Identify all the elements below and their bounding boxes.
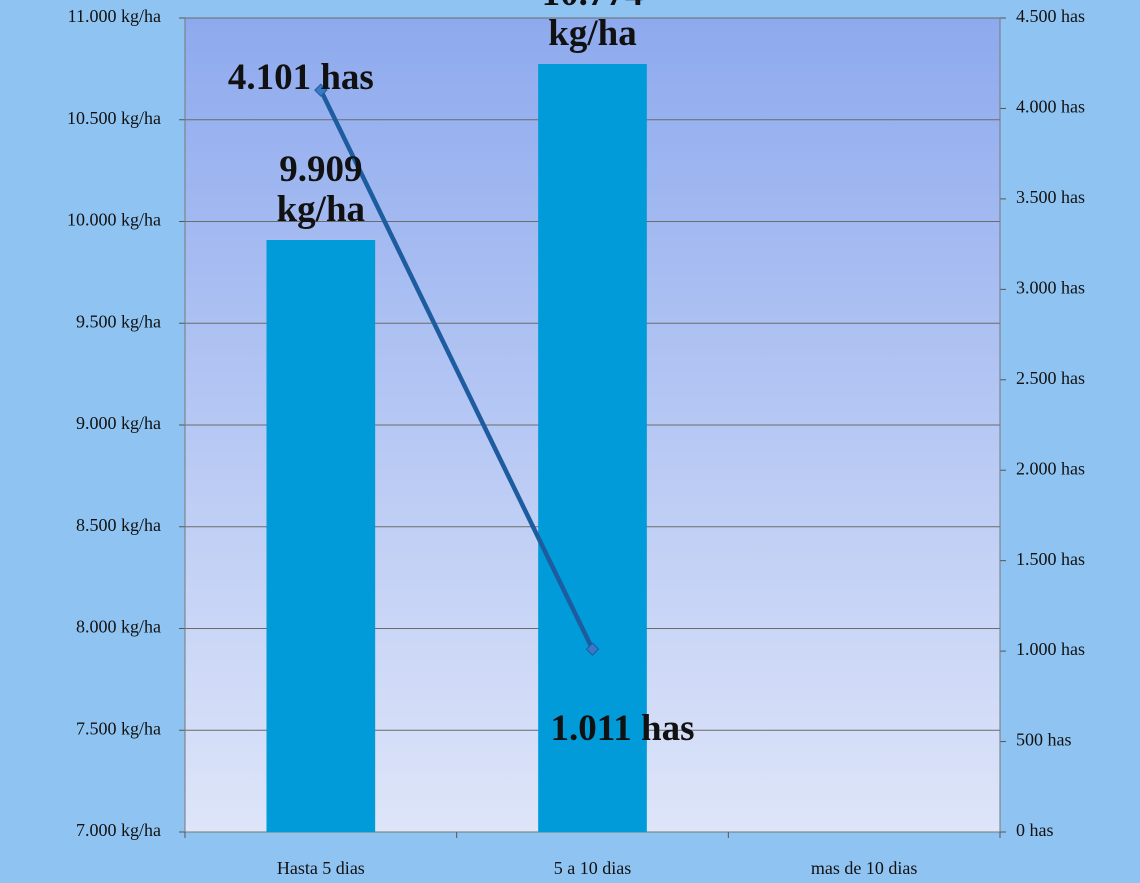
y2-tick-label: 1.500 has [1016, 549, 1085, 569]
y-tick-label: 7.500 kg/ha [76, 718, 161, 738]
y2-tick-label: 500 has [1016, 730, 1072, 750]
y2-tick-label: 2.000 has [1016, 458, 1085, 478]
x-tick-label: 5 a 10 dias [554, 858, 631, 878]
bar [266, 240, 376, 832]
y-tick-label: 10.000 kg/ha [67, 210, 161, 230]
y-tick-label: 11.000 kg/ha [68, 6, 161, 26]
y2-tick-label: 4.000 has [1016, 97, 1085, 117]
y2-tick-label: 1.000 has [1016, 639, 1085, 659]
y-tick-label: 8.500 kg/ha [76, 515, 161, 535]
bar-value-label: 10.774 kg/ha [542, 0, 644, 54]
line-marker [585, 642, 600, 656]
line [318, 89, 595, 651]
y2-tick-label: 3.500 has [1016, 187, 1085, 207]
line-value-label: 1.011 has [550, 708, 695, 750]
x-tick-label: Hasta 5 dias [277, 858, 365, 878]
y-tick-label: 9.000 kg/ha [76, 413, 161, 433]
y-tick-label: 10.500 kg/ha [67, 108, 161, 128]
y2-tick-label: 3.000 has [1016, 277, 1085, 297]
bar-value-label: 9.909 kg/ha [276, 149, 366, 231]
y-tick-label: 7.000 kg/ha [76, 820, 161, 840]
y-tick-label: 9.500 kg/ha [76, 311, 161, 331]
y2-tick-label: 2.500 has [1016, 368, 1085, 388]
y-tick-label: 8.000 kg/ha [76, 617, 161, 637]
bar [538, 63, 647, 832]
y2-tick-label: 0 has [1016, 820, 1054, 840]
x-tick-label: mas de 10 dias [811, 858, 917, 878]
line-value-label: 4.101 has [227, 57, 374, 99]
line-marker [314, 83, 328, 97]
y2-tick-label: 4.500 has [1016, 6, 1085, 26]
